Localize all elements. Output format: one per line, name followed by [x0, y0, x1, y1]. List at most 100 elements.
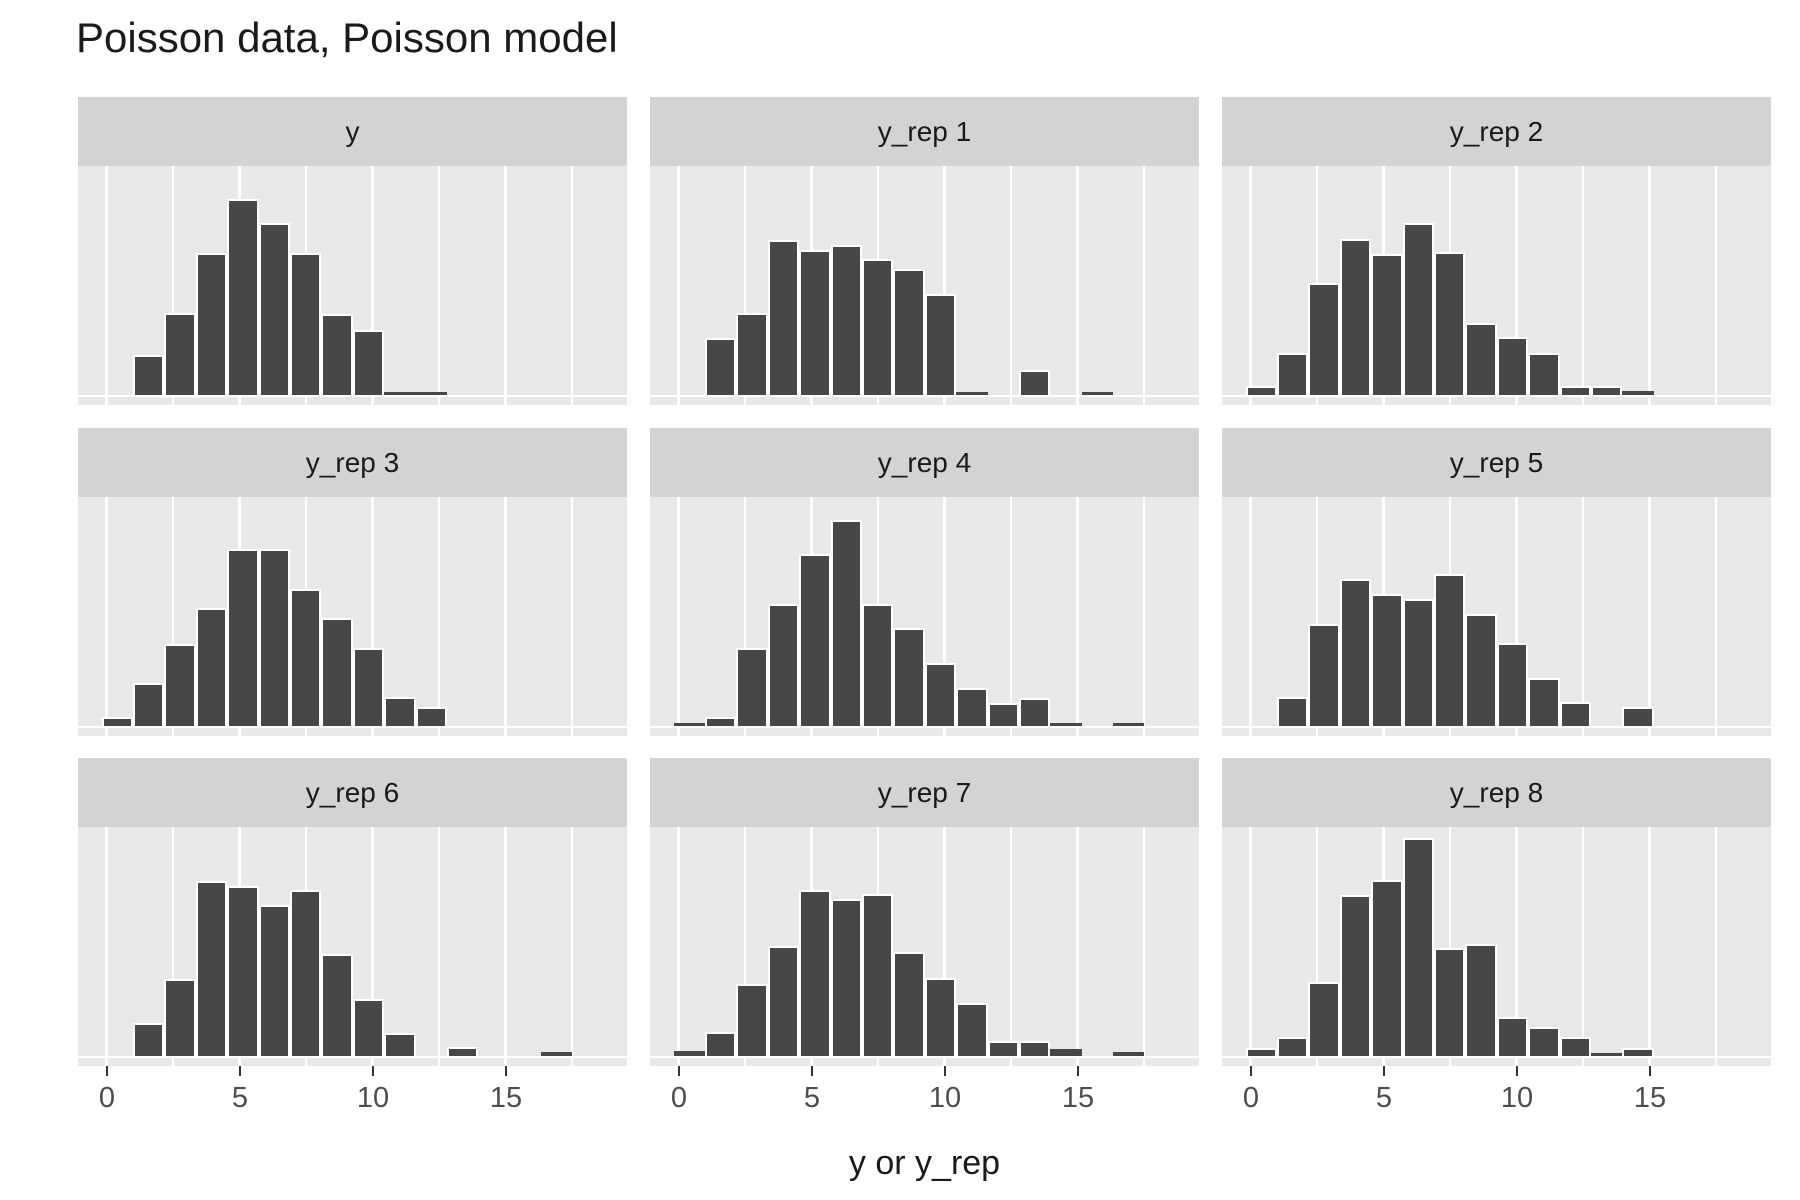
- histogram-bar: [861, 604, 894, 726]
- minor-gridline: [438, 166, 441, 405]
- histogram-bar: [736, 313, 768, 395]
- major-gridline: [943, 166, 947, 405]
- major-gridline: [371, 827, 375, 1066]
- histogram-bar: [924, 294, 957, 395]
- histogram-bar: [321, 314, 353, 395]
- facet-panel-y_rep-5: [1222, 497, 1771, 736]
- facet-strip: y_rep 7: [650, 758, 1199, 827]
- major-gridline: [677, 497, 681, 736]
- histogram-bar: [258, 223, 290, 395]
- minor-gridline: [744, 827, 747, 1066]
- histogram-bar: [1113, 723, 1145, 726]
- histogram-bar: [164, 979, 196, 1056]
- histogram-bar: [195, 881, 228, 1056]
- histogram-bar: [736, 648, 768, 726]
- x-tick-mark: [1648, 1066, 1651, 1076]
- x-tick-mark: [504, 1066, 507, 1076]
- minor-gridline: [571, 166, 574, 405]
- minor-gridline: [438, 497, 441, 736]
- major-gridline: [504, 166, 508, 405]
- histogram-bar: [1371, 880, 1403, 1056]
- facet-strip: y_rep 8: [1222, 758, 1771, 827]
- histogram-bar: [987, 703, 1019, 726]
- histogram-bar: [1018, 1041, 1051, 1056]
- x-tick-label: 5: [803, 1082, 821, 1114]
- baseline: [1222, 395, 1771, 397]
- histogram-bar: [1559, 1037, 1591, 1056]
- major-gridline: [1515, 166, 1519, 405]
- x-tick-label: 15: [1061, 1082, 1095, 1114]
- facet-panel-y_rep-3: [78, 497, 627, 736]
- major-gridline: [1076, 166, 1080, 405]
- major-gridline: [105, 497, 109, 736]
- baseline: [78, 1056, 627, 1058]
- facet-strip-label: y_rep 2: [1449, 115, 1544, 147]
- major-gridline: [1648, 827, 1652, 1066]
- histogram-bar: [1559, 386, 1591, 395]
- minor-gridline: [1582, 497, 1585, 736]
- histogram-bar: [1277, 1037, 1309, 1056]
- major-gridline: [504, 827, 508, 1066]
- histogram-bar: [1433, 252, 1466, 395]
- histogram-bar: [227, 199, 259, 395]
- baseline: [650, 395, 1199, 397]
- facet-strip: y_rep 4: [650, 428, 1199, 497]
- histogram-bar: [258, 905, 290, 1056]
- histogram-bar: [1245, 386, 1278, 395]
- major-gridline: [105, 166, 109, 405]
- histogram-bar: [1245, 1048, 1278, 1056]
- histogram-bar: [1113, 1052, 1145, 1056]
- x-tick-label: 0: [98, 1082, 116, 1114]
- facet-strip: y_rep 5: [1222, 428, 1771, 497]
- histogram-bar: [830, 245, 862, 395]
- facet-strip-label: y_rep 8: [1449, 776, 1544, 808]
- x-tick-mark: [810, 1066, 813, 1076]
- x-tick-label: 15: [1633, 1082, 1667, 1114]
- facet-strip: y_rep 6: [78, 758, 627, 827]
- facet-strip-label: y: [345, 115, 360, 147]
- major-gridline: [371, 497, 375, 736]
- histogram-bar: [987, 1041, 1019, 1056]
- major-gridline: [677, 166, 681, 405]
- minor-gridline: [1715, 827, 1718, 1066]
- histogram-bar: [133, 1023, 165, 1056]
- histogram-bar: [767, 946, 800, 1056]
- x-tick-label: 5: [231, 1082, 249, 1114]
- minor-gridline: [1316, 827, 1319, 1066]
- histogram-bar: [924, 978, 957, 1056]
- baseline: [650, 726, 1199, 728]
- histogram-bar: [1433, 948, 1466, 1056]
- x-tick-mark: [371, 1066, 374, 1076]
- minor-gridline: [1449, 827, 1452, 1066]
- facet-panel-y_rep-6: [78, 827, 627, 1066]
- major-gridline: [943, 497, 947, 736]
- facet-panel-y_rep-7: [650, 827, 1199, 1066]
- facet-strip-label: y_rep 1: [877, 115, 972, 147]
- histogram-bar: [258, 549, 290, 726]
- histogram-bar: [1018, 370, 1051, 395]
- major-gridline: [1076, 497, 1080, 736]
- x-tick-mark: [238, 1066, 241, 1076]
- x-axis-title: y or y_rep: [848, 1144, 1001, 1182]
- histogram-bar: [289, 890, 322, 1056]
- histogram-bar: [1496, 337, 1529, 395]
- major-gridline: [1249, 827, 1253, 1066]
- histogram-bar: [1465, 944, 1497, 1056]
- histogram-bar: [1402, 599, 1434, 726]
- histogram-bar: [1402, 838, 1434, 1056]
- major-gridline: [105, 827, 109, 1066]
- minor-gridline: [744, 497, 747, 736]
- minor-gridline: [571, 497, 574, 736]
- minor-gridline: [1715, 497, 1718, 736]
- histogram-bar: [1496, 643, 1529, 726]
- facet-strip: y: [78, 97, 627, 166]
- histogram-bar: [1402, 223, 1434, 395]
- x-tick-label: 0: [670, 1082, 688, 1114]
- histogram-bar: [1308, 624, 1340, 726]
- histogram-bar: [321, 954, 353, 1056]
- major-gridline: [1249, 497, 1253, 736]
- baseline: [650, 1056, 1199, 1058]
- histogram-bar: [1308, 982, 1340, 1056]
- x-axis-segment: 0 5 10 15: [78, 1066, 627, 1126]
- minor-gridline: [744, 166, 747, 405]
